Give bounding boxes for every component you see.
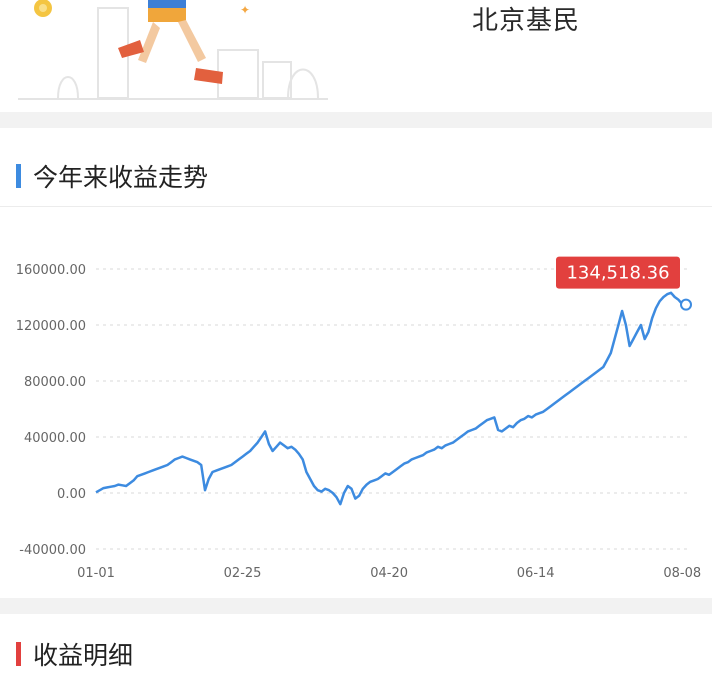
yield-trend-title: 今年来收益走势	[33, 163, 209, 192]
x-tick-label: 04-20	[370, 566, 408, 581]
yield-detail-header: 收益明细	[16, 636, 133, 672]
x-tick-label: 06-14	[517, 566, 555, 581]
value-tooltip-label: 134,518.36	[566, 263, 669, 284]
yield-trend-chart[interactable]: 160000.00 120000.00 80000.00 40000.00 0.00 -4…	[0, 207, 712, 598]
y-tick-label: 40000.00	[24, 431, 86, 446]
series-line	[95, 291, 687, 506]
title-accent-bar	[16, 164, 21, 188]
username: 北京基民	[472, 6, 581, 36]
section-divider	[0, 206, 712, 207]
yield-trend-header: 今年来收益走势	[16, 158, 208, 194]
yield-trend-card: 今年来收益走势 160000.00 120000.00 80000.00 40000.…	[0, 128, 712, 598]
last-point-marker	[680, 298, 692, 311]
value-tooltip-bg	[556, 256, 680, 289]
y-tick-label: -40000.00	[19, 543, 86, 558]
x-tick-label: 08-08	[663, 566, 701, 581]
x-tick-label: 01-01	[77, 566, 115, 581]
header-card: ✦ ✦ 北京基民	[0, 0, 712, 112]
svg-text:✦: ✦	[240, 3, 250, 17]
title-accent-bar	[16, 642, 21, 666]
yield-detail-card: 收益明细	[0, 614, 712, 685]
y-tick-label: 80000.00	[24, 375, 86, 390]
y-tick-label: 0.00	[57, 487, 86, 502]
y-tick-label: 120000.00	[16, 319, 86, 334]
x-tick-label: 02-25	[224, 566, 262, 581]
line-chart[interactable]: 160000.00 120000.00 80000.00 40000.00 0.00 -4…	[0, 207, 712, 598]
y-tick-label: 160000.00	[16, 263, 86, 278]
yield-detail-title[interactable]: 收益明细	[33, 641, 134, 670]
runner-illustration: ✦ ✦	[18, 0, 328, 100]
